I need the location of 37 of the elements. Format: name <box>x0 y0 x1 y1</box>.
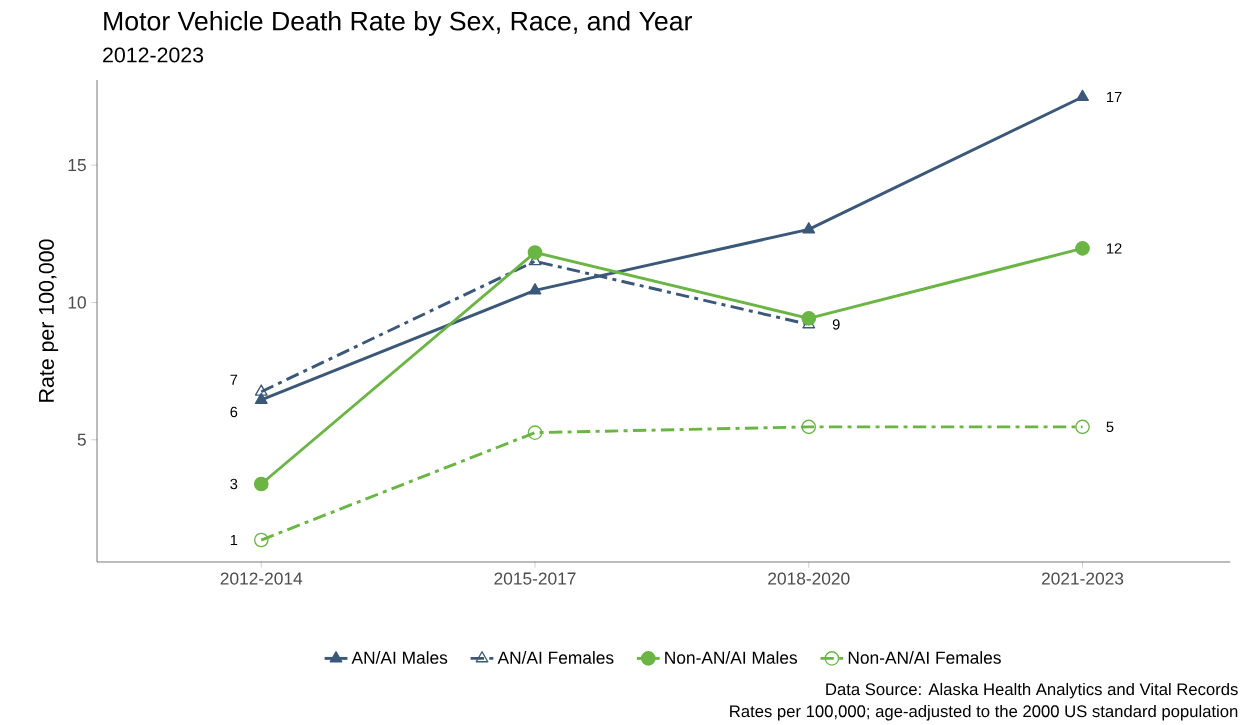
data-label: 7 <box>230 374 238 385</box>
x-tick-label: 2015-2017 <box>494 572 576 585</box>
text: Rates per 100,000; age-adjusted to the 2000 US standard population <box>730 704 1238 721</box>
point <box>527 425 543 440</box>
point <box>254 392 268 404</box>
point <box>253 532 269 548</box>
point <box>527 245 543 260</box>
x-tick-label: 2012-2014 <box>220 572 303 585</box>
legend-label: AN/AI Females <box>497 651 614 664</box>
y-axis-title: Rate per 100,000 <box>38 239 59 402</box>
point <box>1076 89 1089 102</box>
legend-label: Non-AN/AI Females <box>848 651 1001 664</box>
data-label: 5 <box>1106 421 1114 432</box>
point <box>254 384 268 396</box>
legend-label: Non-AN/AI Males <box>665 651 798 664</box>
x-tick-label: 2018-2020 <box>768 572 850 585</box>
data-label: 9 <box>832 319 840 330</box>
point <box>802 222 816 234</box>
y-tick-label: 15 <box>68 159 86 172</box>
data-label: 6 <box>230 406 238 418</box>
y-tick-label: 10 <box>68 296 86 309</box>
chart-title: Motor Vehicle Death Rate by Sex, Race, and Year <box>104 11 692 36</box>
point <box>1075 241 1090 256</box>
x-tick-label: 2021-2023 <box>1041 572 1124 585</box>
y-tick-label: 5 <box>77 433 86 446</box>
point <box>801 419 817 435</box>
data-label: 3 <box>230 478 238 490</box>
legend-label: AN/AI Males <box>351 651 448 664</box>
point <box>801 311 817 326</box>
point <box>253 476 269 492</box>
point <box>528 283 542 295</box>
data-label: 1 <box>230 534 238 546</box>
data-label: 12 <box>1107 243 1122 254</box>
data-label: 17 <box>1107 91 1122 103</box>
source-note: Data Source: Alaska Health Analytics and Vital Records <box>826 682 1238 699</box>
point <box>1075 419 1090 435</box>
chart-subtitle: 2012-2023 <box>103 47 204 63</box>
